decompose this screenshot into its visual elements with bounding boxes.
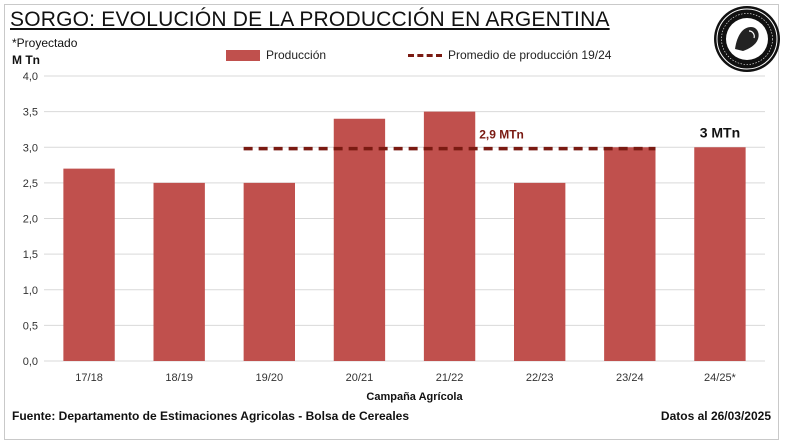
y-tick-label: 0,0 bbox=[23, 356, 38, 368]
data-date: Datos al 26/03/2025 bbox=[660, 409, 771, 423]
bar bbox=[153, 182, 205, 361]
legend-swatch-production bbox=[226, 49, 260, 61]
legend-item-average: Promedio de producción 19/24 bbox=[408, 48, 611, 62]
legend-item-production: Producción bbox=[226, 48, 326, 62]
bar bbox=[514, 182, 566, 361]
y-axis-unit: M Tn bbox=[12, 53, 40, 67]
x-tick-label: 24/25* bbox=[704, 372, 737, 384]
y-tick-label: 1,5 bbox=[23, 249, 38, 261]
y-tick-label: 2,5 bbox=[23, 178, 38, 190]
legend-label-production: Producción bbox=[266, 48, 327, 62]
average-label: 2,9 MTn bbox=[479, 128, 524, 142]
y-tick-label: 4,0 bbox=[23, 71, 38, 83]
y-tick-label: 1,0 bbox=[23, 285, 38, 297]
chart-frame bbox=[4, 4, 779, 440]
x-tick-label: 19/20 bbox=[256, 372, 284, 384]
y-tick-label: 2,0 bbox=[23, 214, 38, 226]
x-tick-label: 20/21 bbox=[346, 372, 374, 384]
bolsa-de-cereales-seal-logo bbox=[714, 6, 780, 72]
x-tick-label: 17/18 bbox=[75, 372, 103, 384]
y-tick-label: 0,5 bbox=[23, 320, 38, 332]
x-tick-label: 21/22 bbox=[436, 372, 464, 384]
x-tick-label: 18/19 bbox=[165, 372, 193, 384]
bar bbox=[243, 182, 295, 361]
bar bbox=[694, 147, 746, 361]
y-tick-label: 3,5 bbox=[23, 107, 38, 119]
legend-swatch-average bbox=[408, 53, 442, 57]
x-axis-title: Campaña Agrícola bbox=[366, 391, 463, 403]
x-tick-label: 22/23 bbox=[526, 372, 554, 384]
chart-title: SORGO: EVOLUCIÓN DE LA PRODUCCIÓN EN ARG… bbox=[10, 8, 610, 31]
bar bbox=[63, 168, 115, 361]
source-text: Fuente: Departamento de Estimaciones Agr… bbox=[12, 409, 410, 423]
x-tick-label: 23/24 bbox=[616, 372, 644, 384]
bar bbox=[604, 147, 656, 361]
bar bbox=[423, 111, 476, 361]
bar bbox=[333, 118, 386, 361]
projection-note: *Proyectado bbox=[12, 36, 78, 50]
legend-label-average: Promedio de producción 19/24 bbox=[448, 48, 612, 62]
y-tick-label: 3,0 bbox=[23, 142, 38, 154]
projection-annotation: 3 MTn bbox=[700, 124, 740, 140]
